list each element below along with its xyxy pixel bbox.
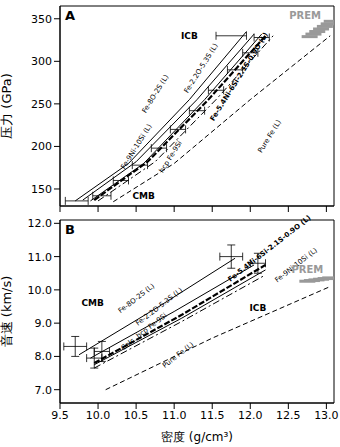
svg-text:B: B [65, 222, 75, 237]
svg-text:12.0: 12.0 [238, 409, 263, 422]
svg-text:11.5: 11.5 [200, 409, 225, 422]
svg-text:Calc. hcp Fe-9Si: Calc. hcp Fe-9Si [120, 312, 169, 353]
svg-text:Fe-8O-2S (L): Fe-8O-2S (L) [116, 282, 157, 316]
svg-text:PREM: PREM [289, 10, 321, 21]
svg-text:300: 300 [31, 55, 52, 68]
svg-text:Fe-5.4Ni-6Si-2.1S-0.9O (L): Fe-5.4Ni-6Si-2.1S-0.9O (L) [209, 31, 270, 123]
svg-text:ICB: ICB [249, 303, 266, 313]
svg-text:200: 200 [31, 140, 52, 153]
svg-text:Fe-8O-2S (L): Fe-8O-2S (L) [141, 73, 171, 114]
svg-text:12.0: 12.0 [28, 217, 53, 230]
svg-text:hcp Fe-9Si: hcp Fe-9Si [158, 139, 184, 174]
svg-text:Pure Fe (L): Pure Fe (L) [161, 340, 196, 369]
svg-text:A: A [65, 8, 75, 23]
svg-text:ICB: ICB [181, 31, 198, 41]
svg-text:Fe-2.2O-5.3S (L): Fe-2.2O-5.3S (L) [183, 42, 220, 95]
svg-text:9.0: 9.0 [35, 317, 53, 330]
svg-text:PREM: PREM [291, 264, 323, 275]
svg-text:150: 150 [31, 183, 52, 196]
svg-text:CMB: CMB [133, 191, 156, 201]
svg-text:9.5: 9.5 [51, 409, 69, 422]
svg-text:10.0: 10.0 [86, 409, 111, 422]
svg-text:10.0: 10.0 [28, 284, 53, 297]
svg-text:12.5: 12.5 [276, 409, 301, 422]
svg-text:11.0: 11.0 [162, 409, 187, 422]
svg-text:11.0: 11.0 [28, 251, 53, 264]
svg-text:Fe-2.2O-5.3S (L): Fe-2.2O-5.3S (L) [134, 286, 185, 328]
svg-text:音速 (km/s): 音速 (km/s) [8, 276, 14, 348]
svg-text:13.0: 13.0 [314, 409, 332, 422]
svg-text:7.0: 7.0 [35, 384, 53, 397]
svg-text:CMB: CMB [82, 298, 105, 308]
svg-text:250: 250 [31, 98, 52, 111]
svg-text:Pure Fe (L): Pure Fe (L) [256, 118, 283, 154]
svg-text:Fe-9Ni-10Si (L): Fe-9Ni-10Si (L) [273, 246, 319, 285]
svg-text:Fe-9Ni-10Si (L): Fe-9Ni-10Si (L) [119, 122, 153, 170]
svg-text:350: 350 [31, 13, 52, 26]
svg-text:密度 (g/cm³): 密度 (g/cm³) [161, 430, 233, 444]
svg-text:压力 (GPa): 压力 (GPa) [8, 73, 14, 139]
svg-text:8.0: 8.0 [35, 350, 53, 363]
svg-text:10.5: 10.5 [124, 409, 149, 422]
